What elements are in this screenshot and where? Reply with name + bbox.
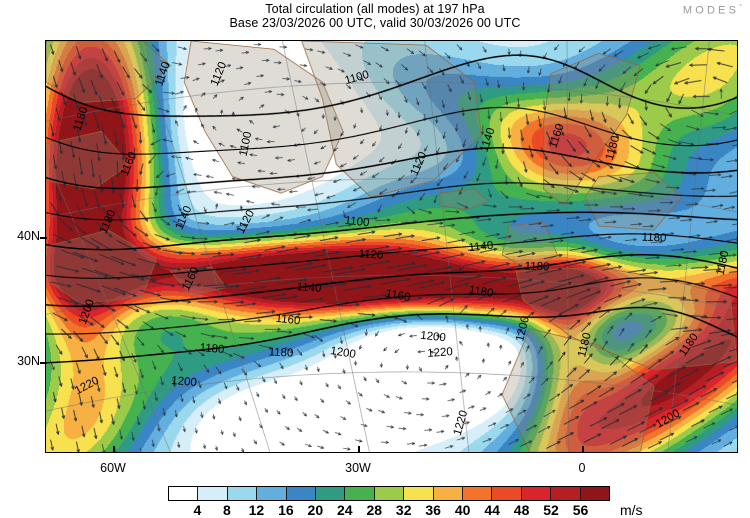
- colorbar-tick-36: 36: [425, 502, 441, 518]
- chart-title: Total circulation (all modes) at 197 hPa: [265, 2, 485, 16]
- colorbar-tick-52: 52: [543, 502, 559, 518]
- colorbar-tick-44: 44: [484, 502, 500, 518]
- chart-title-block: Total circulation (all modes) at 197 hPa…: [0, 2, 750, 30]
- colorbar-swatch-5: [316, 487, 346, 500]
- colorbar-tick-40: 40: [454, 502, 471, 518]
- contour-label: 1140: [468, 239, 495, 254]
- colorbar-ticks: 4 8 12 16 20 24 28 32 36 40 44 48 52 56: [0, 501, 750, 518]
- contour-label: 1100: [344, 214, 370, 230]
- colorbar-tick-28: 28: [366, 502, 383, 518]
- longitude-tickmark: [358, 446, 360, 453]
- longitude-tickmark: [582, 446, 584, 453]
- colorbar-swatch-7: [374, 487, 405, 500]
- latitude-tickmark: [40, 362, 47, 364]
- longitude-tickmark: [113, 446, 115, 453]
- colorbar-swatch-6: [345, 487, 375, 500]
- colorbar-tick-20: 20: [307, 502, 324, 518]
- contour-label: 1200: [419, 329, 447, 345]
- colorbar-swatch-10: [463, 487, 493, 500]
- map-plot-area[interactable]: 1180 1140 1120 1160 1180 1100 1100 1100 1120 1140…: [45, 40, 738, 453]
- contour-label: 1180: [268, 346, 294, 360]
- latitude-tick-30n: 30N: [17, 354, 40, 368]
- colorbar-tick-12: 12: [248, 502, 265, 518]
- latitude-tickmark: [40, 237, 47, 239]
- longitude-tick-30w: 30W: [345, 461, 371, 475]
- colorbar-swatch-8: [404, 487, 434, 500]
- colorbar-tick-4: 4: [193, 502, 202, 518]
- modes-logo-mark: °: [739, 4, 742, 11]
- colorbar-tick-48: 48: [513, 502, 530, 518]
- contour-label: 1180: [198, 342, 225, 357]
- contour-label: 1180: [641, 231, 667, 245]
- colorbar-units: m/s: [620, 502, 643, 518]
- modes-logo-text: MODES: [682, 4, 740, 17]
- colorbar-swatch-2: [227, 487, 258, 500]
- colorbar-tick-32: 32: [395, 502, 412, 518]
- latitude-tick-40n: 40N: [17, 229, 40, 243]
- chart-subtitle: Base 23/03/2026 00 UTC, valid 30/03/2026…: [229, 16, 521, 30]
- colorbar-swatch-3: [257, 487, 287, 500]
- colorbar-swatch-1: [198, 487, 228, 500]
- colorbar-swatch-9: [433, 487, 464, 500]
- longitude-tick-60w: 60W: [100, 461, 126, 475]
- colorbar-swatch-11: [492, 487, 522, 500]
- colorbar-tick-8: 8: [223, 502, 231, 518]
- colorbar-swatches: [168, 486, 610, 501]
- colorbar-swatch-4: [286, 487, 317, 500]
- colorbar-swatch-0: [169, 487, 199, 500]
- contour-label: 1200: [170, 375, 198, 390]
- contour-label: 1140: [295, 280, 322, 295]
- colorbar: 4 8 12 16 20 24 28 32 36 40 44 48 52 56 m/s: [0, 486, 750, 518]
- modes-logo: MODES°: [683, 4, 742, 17]
- colorbar-swatch-13: [551, 487, 581, 500]
- map-field-canvas: [46, 41, 737, 452]
- contour-label: 1120: [358, 247, 384, 262]
- colorbar-tick-56: 56: [572, 502, 589, 518]
- contour-label: 1220: [426, 346, 454, 361]
- contour-label: 1180: [524, 260, 550, 274]
- colorbar-swatch-12: [521, 487, 552, 500]
- colorbar-tick-24: 24: [337, 502, 353, 518]
- colorbar-tick-16: 16: [278, 502, 294, 518]
- longitude-tick-0: 0: [578, 461, 586, 475]
- colorbar-swatch-14: [580, 487, 610, 500]
